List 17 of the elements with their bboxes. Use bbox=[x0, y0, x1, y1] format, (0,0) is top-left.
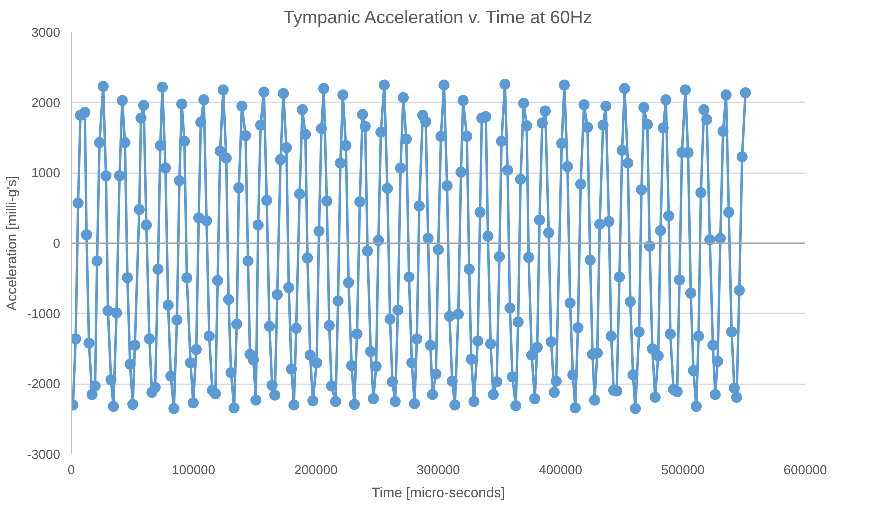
x-axis-title: Time [micro-seconds] bbox=[372, 484, 506, 500]
x-tick-label: 400000 bbox=[539, 462, 583, 478]
y-tick-label: 1000 bbox=[32, 166, 60, 181]
x-tick-label: 0 bbox=[68, 462, 76, 478]
x-tick-label: 200000 bbox=[294, 462, 338, 478]
chart-title: Tympanic Acceleration v. Time at 60Hz bbox=[283, 8, 592, 28]
y-tick-label: -1000 bbox=[27, 306, 60, 322]
x-tick-label: 300000 bbox=[416, 462, 460, 478]
y-tick-label: 0 bbox=[53, 236, 61, 251]
x-tick-label: 600000 bbox=[784, 462, 828, 478]
x-tick-label: 500000 bbox=[661, 462, 705, 478]
y-tick-label: -2000 bbox=[27, 376, 60, 392]
y-tick-label: 2000 bbox=[32, 95, 60, 110]
y-tick-label: 3000 bbox=[32, 25, 60, 40]
y-tick-label: -3000 bbox=[27, 447, 60, 462]
x-tick-label: 100000 bbox=[172, 462, 216, 478]
y-axis-title: Acceleration [milli-g's] bbox=[3, 176, 20, 311]
